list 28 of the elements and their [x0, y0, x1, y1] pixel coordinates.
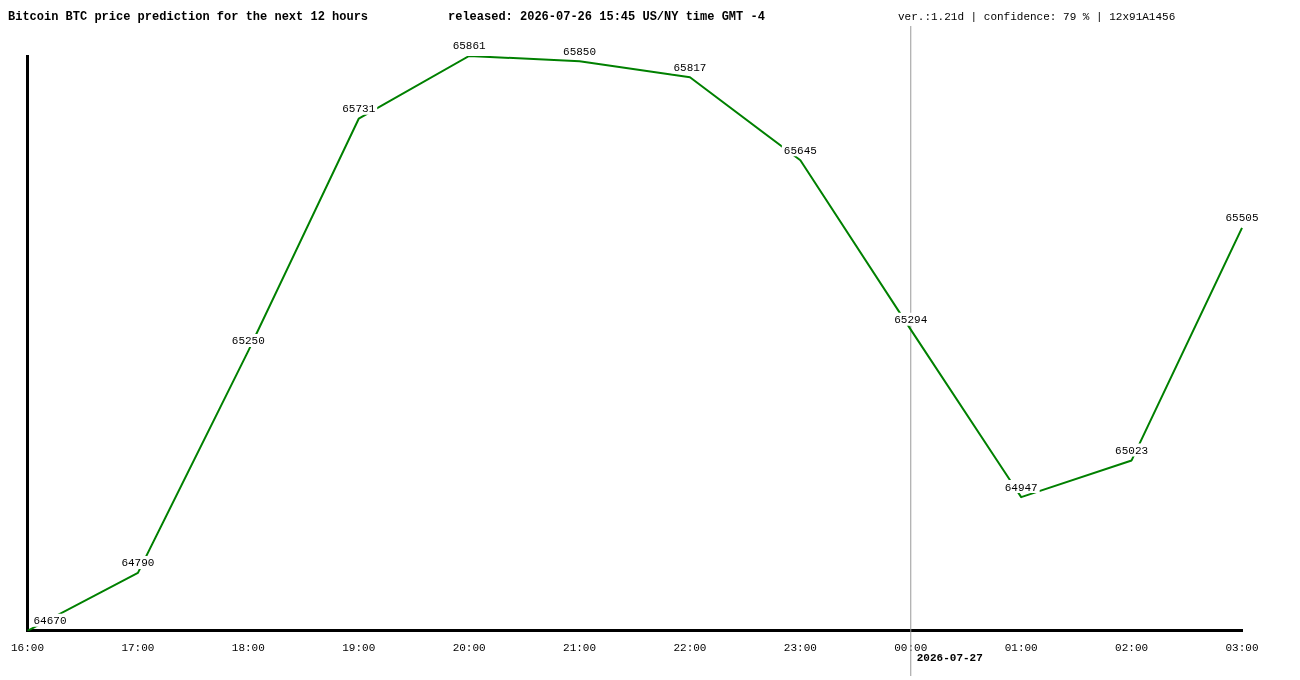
x-tick-label: 23:00: [783, 642, 817, 655]
x-tick-label: 21:00: [563, 642, 597, 655]
data-label: 65850: [563, 45, 597, 58]
x-tick-label: 16:00: [10, 642, 45, 655]
x-tick-label: 18:00: [231, 642, 265, 655]
data-label: 65250: [231, 335, 265, 348]
data-label: 64670: [33, 615, 67, 628]
chart-subtitle: released: 2026-07-26 15:45 US/NY time GMT -4: [448, 10, 766, 24]
x-tick-label: 01:00: [1004, 642, 1038, 655]
data-label: 65023: [1115, 444, 1149, 457]
data-label: 64790: [121, 557, 155, 570]
x-tick-label: 03:00: [1225, 642, 1259, 655]
x-tick-label: 17:00: [121, 642, 155, 655]
x-tick-label: 02:00: [1115, 642, 1149, 655]
data-label: 64947: [1004, 481, 1038, 494]
x-tick-label: 19:00: [342, 642, 376, 655]
data-label: 65731: [342, 103, 376, 116]
x-tick-label: 00:00: [894, 642, 928, 655]
ref-line-label: 2026-07-27: [916, 652, 983, 665]
x-tick-label: 20:00: [452, 642, 486, 655]
data-label: 65505: [1225, 212, 1259, 225]
data-label: 65861: [452, 40, 487, 53]
data-label: 65645: [783, 144, 817, 157]
data-label: 65817: [673, 61, 707, 74]
text: ver.:1.21d | confidence: 79 % | 12x91A1456: [898, 11, 1176, 23]
x-tick-label: 22:00: [673, 642, 707, 655]
data-label: 65294: [894, 314, 928, 327]
chart-title: Bitcoin BTC price prediction for the next 12 hours: [8, 10, 370, 24]
